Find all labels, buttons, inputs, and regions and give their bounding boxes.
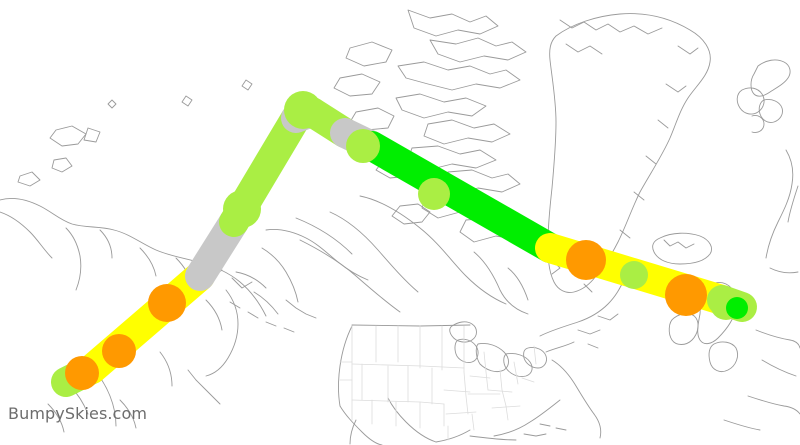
turbulence-marker-light[interactable] xyxy=(346,129,380,163)
turbulence-marker-moderate[interactable] xyxy=(65,356,99,390)
turbulence-marker-moderate[interactable] xyxy=(665,274,707,316)
turbulence-marker-light[interactable] xyxy=(284,91,322,129)
turbulence-marker-smooth[interactable] xyxy=(726,297,748,319)
bumpyskies-watermark: BumpySkies.com xyxy=(8,404,148,423)
turbulence-marker-moderate[interactable] xyxy=(566,240,606,280)
turbulence-marker-light[interactable] xyxy=(418,178,450,210)
turbulence-marker-light[interactable] xyxy=(223,190,261,228)
route-turbulence-markers[interactable] xyxy=(65,91,748,390)
turbulence-marker-light[interactable] xyxy=(620,261,648,289)
turbulence-marker-moderate[interactable] xyxy=(148,284,186,322)
route-segments[interactable] xyxy=(51,97,757,397)
route-segment-smooth[interactable] xyxy=(357,131,565,263)
turbulence-marker-moderate[interactable] xyxy=(102,334,136,368)
